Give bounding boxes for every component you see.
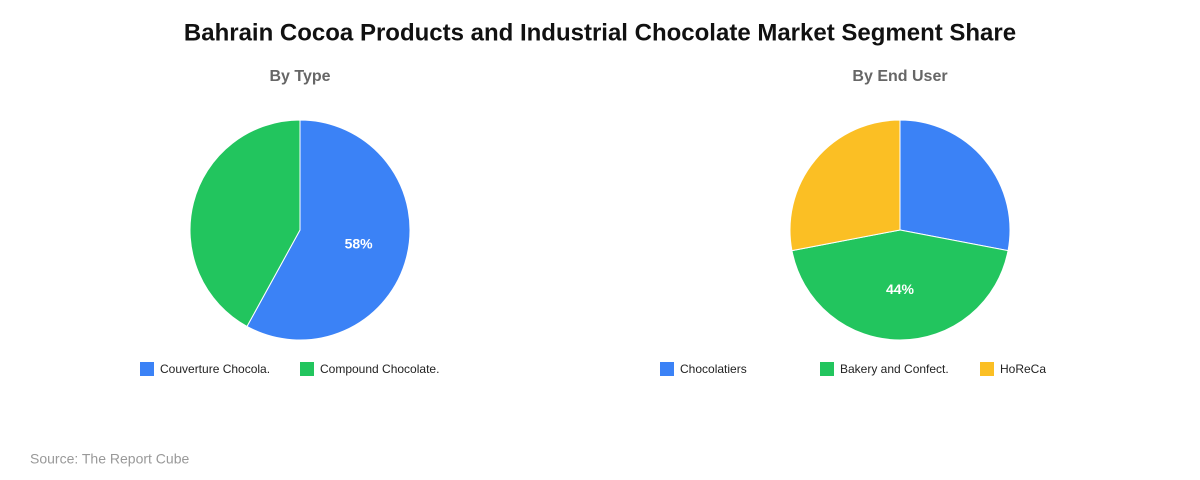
chart-subtitle: By End User [852,68,947,85]
pie-slice [791,229,1009,341]
legend-swatch [300,362,314,376]
source: Source: The Report Cube [30,451,189,467]
pie-slice [189,119,301,328]
legend-label: HoReCa [1000,362,1046,376]
chart-subtitle: By Type [269,68,330,85]
pie-slice [246,119,411,341]
data-label: 44% [886,281,915,297]
legend-label: Bakery and Confect. [840,362,949,376]
legend-label: Compound Chocolate. [320,362,439,376]
legend-swatch [140,362,154,376]
pie-slice [789,119,901,252]
legend-swatch [980,362,994,376]
data-label: 58% [345,236,374,252]
legend-label: Couverture Chocola. [160,362,270,376]
pie-slice [899,119,1011,252]
page-title: Bahrain Cocoa Products and Industrial Ch… [184,19,1016,46]
legend-swatch [820,362,834,376]
legend-swatch [660,362,674,376]
legend-label: Chocolatiers [680,362,747,376]
